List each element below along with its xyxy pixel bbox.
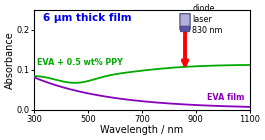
X-axis label: Wavelength / nm: Wavelength / nm bbox=[100, 125, 184, 135]
Y-axis label: Absorbance: Absorbance bbox=[5, 31, 15, 89]
FancyBboxPatch shape bbox=[180, 26, 189, 32]
Text: EVA film: EVA film bbox=[206, 93, 244, 102]
Text: 6 μm thick film: 6 μm thick film bbox=[43, 13, 131, 23]
FancyBboxPatch shape bbox=[180, 14, 190, 30]
Text: EVA + 0.5 wt% PPY: EVA + 0.5 wt% PPY bbox=[37, 58, 123, 67]
Text: diode
laser
830 nm: diode laser 830 nm bbox=[192, 4, 223, 35]
